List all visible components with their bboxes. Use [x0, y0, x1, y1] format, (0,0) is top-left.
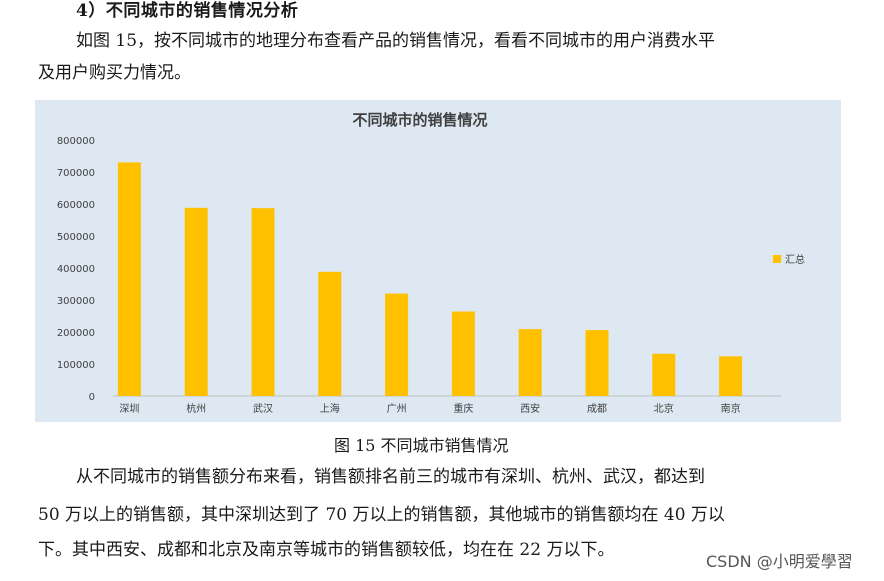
- bar-4: [318, 271, 342, 396]
- section-heading: 4）不同城市的销售情况分析: [76, 1, 299, 21]
- y-tick-label: 600000: [57, 200, 95, 211]
- x-tick-label: 深圳: [119, 403, 139, 415]
- y-tick-label: 200000: [57, 328, 95, 339]
- x-tick-label: 广州: [387, 403, 407, 415]
- y-tick-label: 700000: [57, 168, 95, 179]
- bar-9: [652, 353, 676, 396]
- figure-caption: 图 15 不同城市销售情况: [334, 436, 509, 455]
- bar-chart: 不同城市的销售情况 800000 700000 600000 500000 400000 3…: [35, 100, 841, 422]
- x-tick-label: 杭州: [186, 402, 206, 415]
- bar-2: [184, 207, 208, 396]
- analysis-line-2: 50 万以上的销售额，其中深圳达到了 70 万以上的销售额，其他城市的销售额均在…: [38, 505, 725, 525]
- bar-1: [117, 162, 141, 396]
- y-tick-label: 800000: [57, 136, 95, 147]
- chart-title: 不同城市的销售情况: [352, 111, 487, 129]
- x-tick-label: 重庆: [453, 402, 473, 415]
- bar-6: [451, 311, 475, 396]
- legend-swatch: [773, 255, 781, 263]
- bar-10: [719, 356, 743, 396]
- bar-5: [385, 293, 409, 396]
- csdn-watermark: CSDN @小明爱學習: [702, 548, 857, 572]
- bar-3: [251, 208, 275, 396]
- x-tick-label: 南京: [721, 402, 741, 415]
- x-tick-label: 上海: [320, 402, 340, 415]
- bar-7: [518, 329, 542, 396]
- bar-8: [585, 330, 609, 396]
- y-tick-label: 100000: [57, 360, 95, 371]
- analysis-line-3: 下。其中西安、成都和北京及南京等城市的销售额较低，均在在 22 万以下。: [38, 540, 615, 560]
- y-tick-label: 0: [89, 392, 95, 403]
- x-tick-label: 成都: [587, 403, 607, 415]
- x-tick-label: 武汉: [253, 402, 273, 415]
- y-tick-label: 500000: [57, 232, 95, 243]
- intro-line-1: 如图 15，按不同城市的地理分布查看产品的销售情况，看看不同城市的用户消费水平: [76, 31, 716, 51]
- y-tick-label: 400000: [57, 264, 95, 275]
- analysis-line-1: 从不同城市的销售额分布来看，销售额排名前三的城市有深圳、杭州、武汉，都达到: [76, 467, 705, 487]
- chart-svg: 不同城市的销售情况 800000 700000 600000 500000 400000 3…: [57, 111, 805, 415]
- intro-line-2: 及用户购买力情况。: [38, 63, 191, 83]
- x-tick-label: 西安: [520, 402, 540, 415]
- x-tick-label: 北京: [654, 402, 674, 415]
- y-tick-label: 300000: [57, 296, 95, 307]
- legend-label: 汇总: [785, 253, 805, 266]
